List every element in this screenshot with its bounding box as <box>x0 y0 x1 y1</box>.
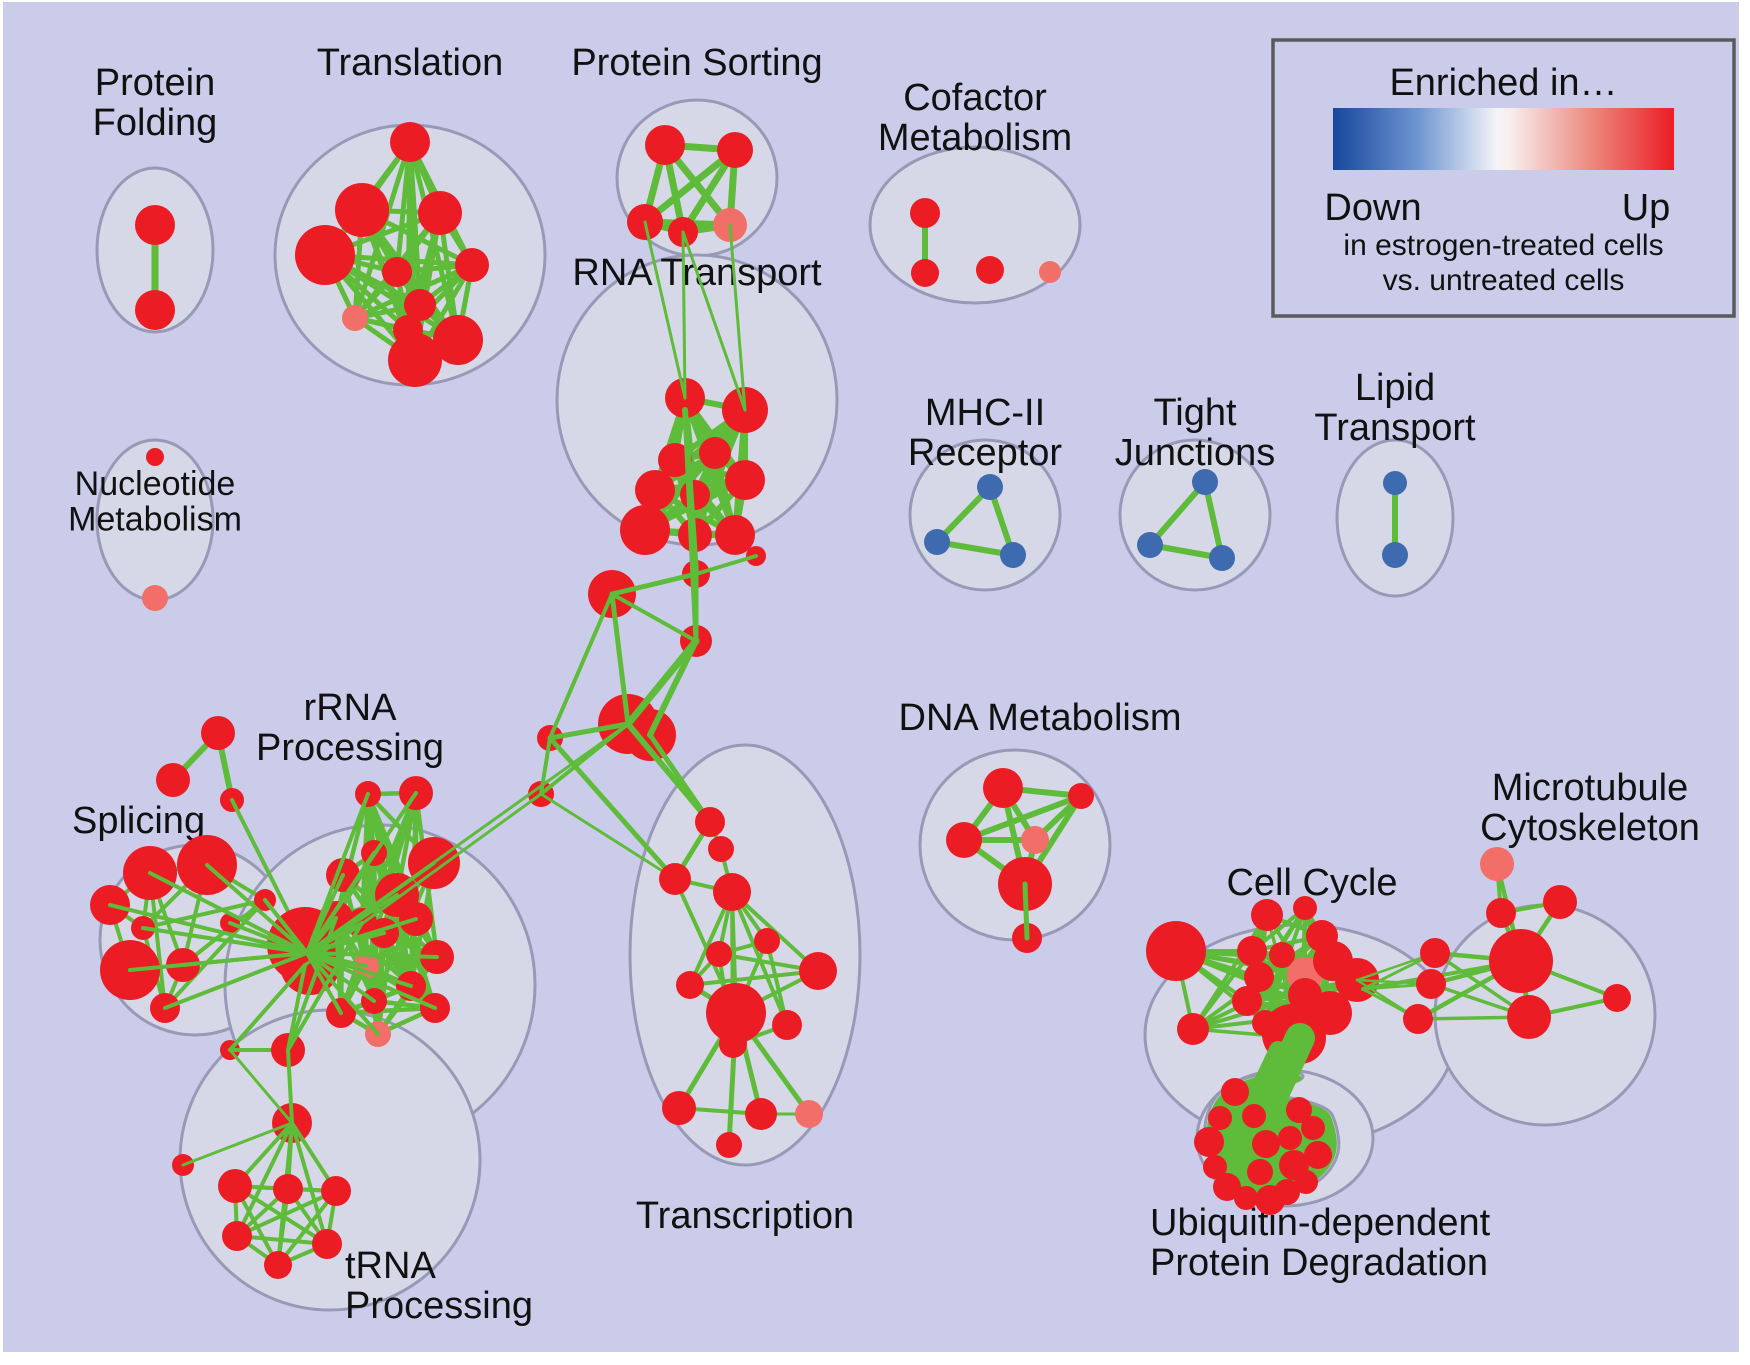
svg-text:Cell Cycle: Cell Cycle <box>1226 862 1397 904</box>
svg-text:Splicing: Splicing <box>72 800 205 842</box>
svg-text:Up: Up <box>1622 187 1671 229</box>
svg-text:Transcription: Transcription <box>636 1195 854 1237</box>
svg-text:DNA Metabolism: DNA Metabolism <box>899 697 1182 739</box>
svg-text:Protein Sorting: Protein Sorting <box>571 42 822 84</box>
svg-text:vs. untreated cells: vs. untreated cells <box>1383 264 1625 297</box>
svg-text:Enriched in…: Enriched in… <box>1389 62 1617 104</box>
svg-text:Translation: Translation <box>317 42 504 84</box>
svg-text:in estrogen-treated cells: in estrogen-treated cells <box>1343 229 1663 262</box>
svg-text:Down: Down <box>1324 187 1421 229</box>
